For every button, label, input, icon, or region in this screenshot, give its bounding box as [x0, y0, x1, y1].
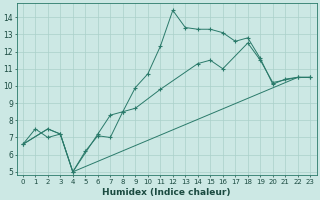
X-axis label: Humidex (Indice chaleur): Humidex (Indice chaleur) — [102, 188, 231, 197]
